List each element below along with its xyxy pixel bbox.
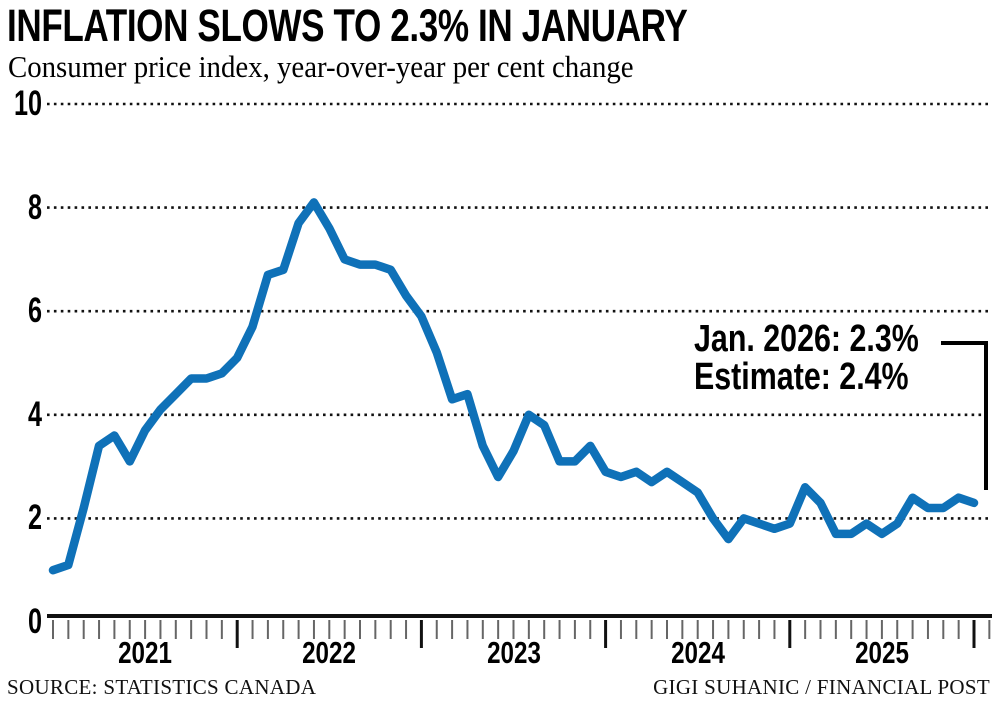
gridlines <box>47 102 990 520</box>
figure-footer: SOURCE: STATISTICS CANADA GIGI SUHANIC /… <box>0 675 1000 703</box>
chart-title: INFLATION SLOWS TO 2.3% IN JANUARY <box>7 0 688 51</box>
annotation-line-2: Estimate: 2.4% <box>694 355 909 398</box>
callout-bracket <box>941 341 988 490</box>
source-credit: SOURCE: STATISTICS CANADA <box>7 675 317 699</box>
author-credit: GIGI SUHANIC / FINANCIAL POST <box>653 675 990 699</box>
last-point-annotation: Jan. 2026: 2.3% Estimate: 2.4% <box>694 318 919 398</box>
x-axis-ticks <box>52 620 991 648</box>
cpi-line-series <box>48 198 979 575</box>
annotation-line-1: Jan. 2026: 2.3% <box>694 318 919 360</box>
chart-subtitle: Consumer price index, year-over-year per… <box>8 49 634 84</box>
